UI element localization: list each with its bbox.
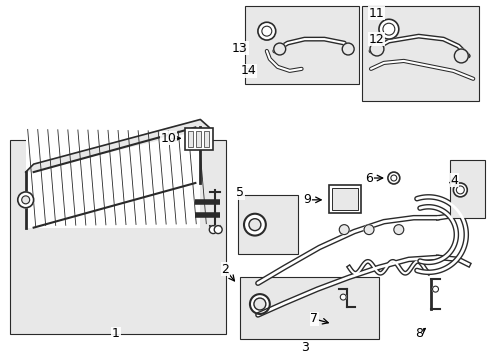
Bar xyxy=(244,6,358,84)
Circle shape xyxy=(369,42,383,56)
Bar xyxy=(188,131,193,147)
Circle shape xyxy=(432,286,438,292)
Circle shape xyxy=(387,172,399,184)
Text: 1: 1 xyxy=(112,327,120,340)
Text: 5: 5 xyxy=(236,186,244,199)
Circle shape xyxy=(339,225,348,235)
Circle shape xyxy=(342,43,353,55)
Circle shape xyxy=(253,298,265,310)
Polygon shape xyxy=(26,127,200,228)
Text: 13: 13 xyxy=(232,41,247,54)
Circle shape xyxy=(393,225,403,235)
Circle shape xyxy=(248,219,260,231)
Text: 9: 9 xyxy=(303,193,311,206)
Bar xyxy=(238,195,297,255)
Text: 14: 14 xyxy=(241,64,256,77)
Bar xyxy=(10,140,225,334)
Polygon shape xyxy=(26,120,209,172)
Circle shape xyxy=(453,49,468,63)
Bar xyxy=(196,131,201,147)
Circle shape xyxy=(249,294,269,314)
Circle shape xyxy=(18,192,34,208)
Circle shape xyxy=(21,196,30,204)
Circle shape xyxy=(244,214,265,235)
Circle shape xyxy=(214,226,222,234)
Text: 2: 2 xyxy=(221,263,228,276)
Text: 11: 11 xyxy=(368,7,384,20)
Bar xyxy=(332,188,357,210)
Text: 7: 7 xyxy=(310,312,318,325)
Bar xyxy=(328,185,360,213)
Bar xyxy=(185,129,213,150)
Text: 6: 6 xyxy=(365,171,372,185)
Circle shape xyxy=(378,19,398,39)
Circle shape xyxy=(340,294,346,300)
Text: 12: 12 xyxy=(368,33,384,46)
Bar xyxy=(240,277,378,339)
Circle shape xyxy=(455,186,463,194)
Circle shape xyxy=(257,22,275,40)
Text: 3: 3 xyxy=(300,341,308,354)
Text: 10: 10 xyxy=(161,132,176,145)
Circle shape xyxy=(382,23,394,35)
Circle shape xyxy=(209,226,217,234)
Circle shape xyxy=(364,225,373,235)
Text: 8: 8 xyxy=(414,327,422,340)
Circle shape xyxy=(390,175,396,181)
Circle shape xyxy=(262,26,271,36)
Bar xyxy=(361,6,478,100)
Text: 4: 4 xyxy=(449,174,457,186)
Bar xyxy=(204,131,209,147)
Circle shape xyxy=(273,43,285,55)
Bar xyxy=(449,160,484,218)
Circle shape xyxy=(452,183,467,197)
Bar xyxy=(26,127,200,228)
